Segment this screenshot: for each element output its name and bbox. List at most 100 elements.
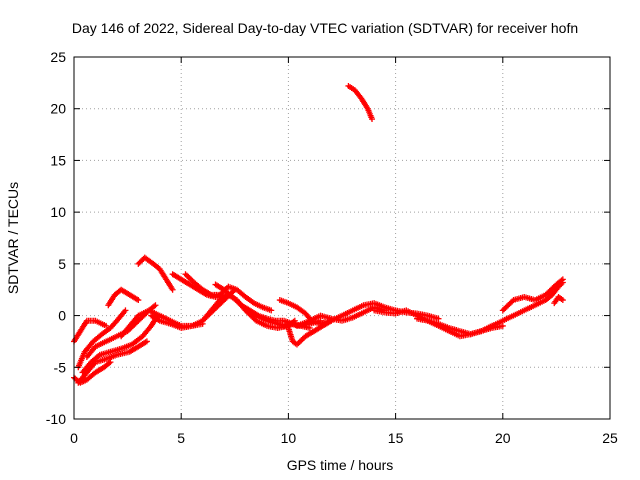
data-layer [71,82,566,386]
tick-labels: 0 5 10 15 20 25 -10 -5 0 5 10 15 20 25 [46,49,618,446]
series-point-segment [167,320,183,331]
series-point-segment [549,284,561,298]
series-point-segment [371,300,387,310]
y-axis-label: SDTVAR / TECUs [5,182,21,294]
y-tick-label: 15 [50,152,66,168]
y-tick-label: -10 [46,411,66,427]
series-point-segment [555,293,565,303]
y-tick-label: 20 [50,101,66,117]
series-point [103,322,110,329]
series-point-segment [186,281,200,292]
series-point-segment [188,318,204,329]
chart-title: Day 146 of 2022, Sidereal Day-to-day VTE… [72,20,578,36]
series-point-segment [105,293,117,309]
series-point-segment [360,305,376,316]
y-tick-label: 5 [58,256,66,272]
series-point-segment [103,334,119,345]
series-point-segment [253,312,269,323]
series-point-segment [92,365,106,376]
series-point [435,315,442,322]
x-tick-label: 20 [495,430,511,446]
series-point-segment [163,276,175,292]
series-arc-7 [105,286,142,309]
series-point-segment [289,338,299,347]
series-point-segment [242,307,258,318]
series-point [559,276,566,283]
series-point-segment [135,339,149,350]
series-point-segment [364,105,375,121]
series-point-segment [169,271,183,282]
series-point [135,297,142,304]
series-point-segment [148,312,162,323]
series-point-segment [293,334,308,348]
series-point-segment [212,281,226,292]
series-arc-12 [182,271,275,314]
y-tick-label: 10 [50,204,66,220]
series-point-segment [293,304,308,316]
x-tick-label: 25 [602,430,618,446]
series-point-segment [555,280,565,290]
series-point-segment [358,95,370,111]
series-arc-3 [75,338,150,386]
x-tick-label: 5 [177,430,185,446]
y-tick-label: -5 [54,359,67,375]
series-point-segment [141,254,155,266]
x-axis-label: GPS time / hours [287,457,394,473]
series-point-segment [553,277,565,288]
series-point-segment [98,326,113,338]
series-point [122,307,129,314]
series-point-segment [242,293,256,306]
series-point-segment [345,82,357,93]
series-point-segment [77,319,89,335]
y-tick-label: 25 [50,49,66,65]
series-point-segment [191,279,205,292]
series-point-segment [90,332,104,345]
series-point-segment [349,303,365,314]
series-point [107,359,114,366]
series-point-segment [83,345,98,360]
series-point-segment [221,286,235,299]
series-point-segment [208,298,222,314]
series-arc-24 [499,276,566,314]
series-point-segment [542,292,554,304]
series-point-segment [489,318,505,329]
tick-marks [73,56,611,420]
series-point-segment [150,260,162,271]
series-point-segment [339,308,354,319]
series-point-segment [302,310,312,321]
series-point-segment [285,300,299,310]
series-point-segment [126,291,140,303]
series-point-segment [349,310,365,321]
series-point-segment [88,353,102,366]
series-point-segment [499,313,515,324]
series-point [152,302,159,309]
series-point-segment [510,308,526,319]
series-point-segment [302,328,316,340]
series-point [169,286,176,293]
series-point-segment [199,308,213,324]
series-point-segment [103,352,119,363]
series-point-segment [311,323,325,335]
series-point-segment [229,293,243,307]
series-point [559,297,566,304]
series-point [369,116,376,123]
series-arc-4 [75,307,129,371]
series-point-segment [92,339,108,350]
series-point-segment [233,286,248,299]
series-point-segment [521,303,537,314]
series-arc-25 [551,293,566,307]
series-point-segment [83,360,98,376]
series-point-segment [118,286,132,298]
series-point-segment [113,308,128,324]
series-point-segment [478,323,494,335]
series-point-segment [531,297,547,309]
series-point-segment [328,313,344,324]
series-point-segment [531,292,547,304]
series-point-segment [403,307,419,318]
series-point-segment [139,324,153,340]
series-point-segment [351,87,364,100]
series-arc-23 [478,279,566,335]
series-arc-20 [345,82,376,123]
series-point-segment [435,322,451,334]
